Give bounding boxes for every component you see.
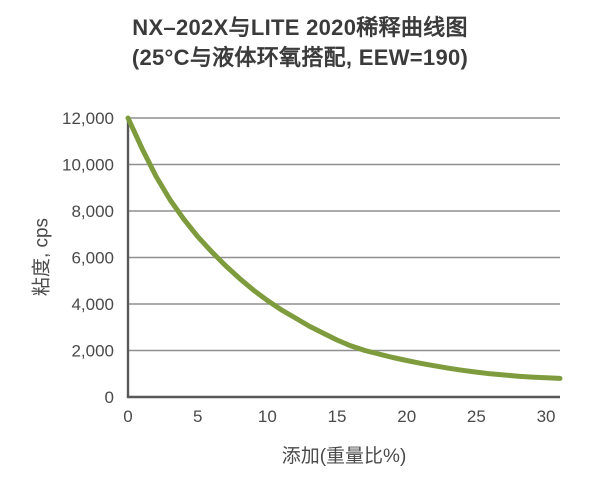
x-tick-label-30: 30 [537, 407, 556, 426]
y-tick-label-12000: 12,000 [62, 109, 114, 128]
y-tick-label-10000: 10,000 [62, 156, 114, 175]
chart-title-line1: NX–202X与LITE 2020稀释曲线图 [132, 15, 468, 40]
x-tick-label-25: 25 [467, 407, 486, 426]
x-tick-label-0: 0 [123, 407, 132, 426]
dilution-curve [125, 115, 563, 381]
x-tick-label-5: 5 [193, 407, 202, 426]
x-axis-title: 添加(重量比%) [281, 446, 407, 467]
y-tick-label-8000: 8,000 [71, 202, 114, 221]
chart-title-line2: (25°C与液体环氧搭配, EEW=190) [131, 45, 469, 70]
chart-title: NX–202X与LITE 2020稀释曲线图 (25°C与液体环氧搭配, EEW… [0, 13, 600, 73]
y-tick-label-4000: 4,000 [71, 295, 114, 314]
y-axis-title: 粘度, cps [31, 217, 53, 297]
y-tick-label-6000: 6,000 [71, 249, 114, 268]
x-tick-label-20: 20 [397, 407, 416, 426]
x-tick-label-15: 15 [328, 407, 347, 426]
x-tick-label-10: 10 [258, 407, 277, 426]
y-tick-label-0: 0 [105, 388, 114, 407]
y-tick-label-2000: 2,000 [71, 342, 114, 361]
